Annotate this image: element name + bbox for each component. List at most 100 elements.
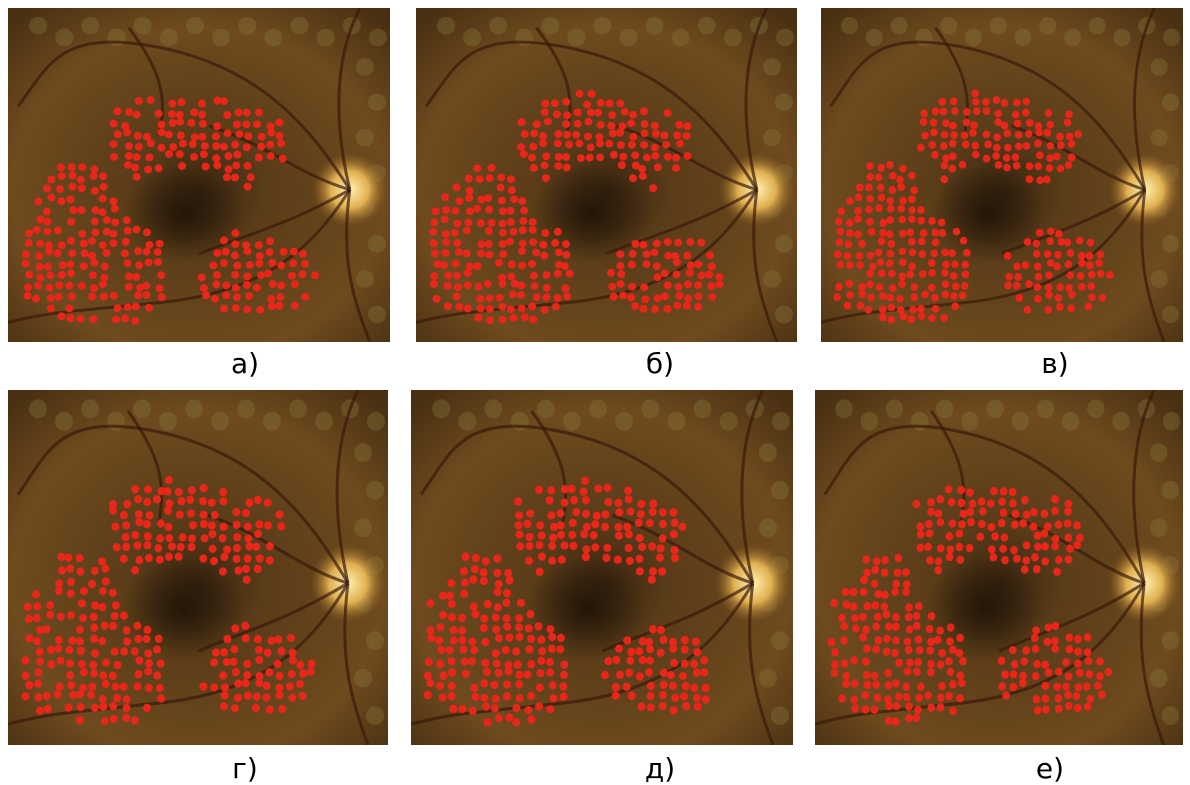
laser-spot xyxy=(640,129,648,137)
laser-spot xyxy=(708,263,716,271)
laser-spot xyxy=(473,262,481,270)
laser-spot xyxy=(90,669,98,677)
laser-spot xyxy=(268,302,276,310)
laser-spot xyxy=(233,262,241,270)
laser-spot xyxy=(860,588,868,596)
laser-spot xyxy=(135,556,143,564)
laser-spot xyxy=(942,261,950,269)
laser-spot xyxy=(439,591,447,599)
laser-spot xyxy=(1022,109,1030,117)
laser-spot xyxy=(244,534,252,542)
laser-spot xyxy=(492,649,500,657)
laser-spot xyxy=(1004,281,1012,289)
laser-spot xyxy=(1023,306,1031,314)
laser-spot xyxy=(940,314,948,322)
laser-spot xyxy=(67,237,75,245)
laser-spot xyxy=(143,133,151,141)
laser-spot xyxy=(879,306,887,314)
laser-spot xyxy=(866,195,874,203)
laser-spot xyxy=(970,121,978,129)
laser-spot xyxy=(1062,658,1070,666)
laser-scar xyxy=(1162,706,1179,725)
laser-spot xyxy=(682,702,690,710)
laser-scar xyxy=(1014,29,1031,47)
laser-spot xyxy=(114,304,122,312)
laser-spot xyxy=(175,552,183,560)
laser-spot xyxy=(1086,695,1094,703)
laser-spot xyxy=(155,164,163,172)
laser-spot xyxy=(430,280,438,288)
laser-spot xyxy=(255,656,263,664)
laser-spot xyxy=(461,579,469,587)
laser-spot xyxy=(1033,660,1041,668)
laser-scar xyxy=(368,93,386,111)
laser-spot xyxy=(450,626,458,634)
laser-spot xyxy=(222,291,230,299)
laser-spot xyxy=(47,176,55,184)
laser-spot xyxy=(99,241,107,249)
laser-spot xyxy=(885,702,893,710)
laser-spot xyxy=(99,172,107,180)
laser-spot xyxy=(188,486,196,494)
laser-spot xyxy=(935,509,943,517)
laser-spot xyxy=(439,672,447,680)
laser-spot xyxy=(920,118,928,126)
laser-spot xyxy=(874,636,882,644)
laser-spot xyxy=(244,692,252,700)
laser-spot xyxy=(98,637,106,645)
laser-spot xyxy=(641,120,649,128)
laser-spot xyxy=(889,284,897,292)
laser-spot xyxy=(1066,544,1074,552)
laser-spot xyxy=(946,637,954,645)
laser-spot xyxy=(886,259,894,267)
laser-spot xyxy=(437,646,445,654)
laser-spot xyxy=(998,498,1006,506)
laser-spot xyxy=(614,523,622,531)
laser-spot xyxy=(189,521,197,529)
laser-spot xyxy=(232,508,240,516)
laser-spot xyxy=(223,658,231,666)
laser-spot xyxy=(627,293,635,301)
laser-spot xyxy=(570,496,578,504)
laser-spot xyxy=(1064,533,1072,541)
laser-spot xyxy=(563,163,571,171)
laser-spot xyxy=(54,690,62,698)
panel-label: в) xyxy=(1041,347,1068,380)
laser-spot xyxy=(675,121,683,129)
laser-spot xyxy=(1036,229,1044,237)
laser-spot xyxy=(908,238,916,246)
laser-spot xyxy=(892,580,900,588)
laser-spot xyxy=(276,293,284,301)
laser-spot xyxy=(1047,142,1055,150)
laser-spot xyxy=(480,624,488,632)
laser-scar xyxy=(81,17,99,35)
laser-spot xyxy=(36,274,44,282)
laser-spot xyxy=(21,260,29,268)
laser-spot xyxy=(433,295,441,303)
laser-spot xyxy=(552,303,560,311)
laser-spot xyxy=(560,660,568,668)
laser-spot xyxy=(1053,683,1061,691)
laser-spot xyxy=(537,669,545,677)
laser-spot xyxy=(278,705,286,713)
laser-spot xyxy=(947,623,955,631)
laser-spot xyxy=(220,305,228,313)
laser-spot xyxy=(649,508,657,516)
laser-spot xyxy=(949,680,957,688)
laser-spot xyxy=(886,216,894,224)
laser-spot xyxy=(231,240,239,248)
laser-spot xyxy=(1055,520,1063,528)
laser-spot xyxy=(616,262,624,270)
laser-spot xyxy=(517,143,525,151)
laser-spot xyxy=(32,295,40,303)
laser-spot xyxy=(1094,682,1102,690)
laser-spot xyxy=(254,635,262,643)
laser-scar xyxy=(432,399,450,418)
laser-spot xyxy=(473,205,481,213)
laser-spot xyxy=(947,545,955,553)
laser-spot xyxy=(541,306,549,314)
laser-spot xyxy=(120,683,128,691)
panel-label: б) xyxy=(646,347,674,380)
laser-spot xyxy=(914,706,922,714)
laser-spot xyxy=(57,197,65,205)
